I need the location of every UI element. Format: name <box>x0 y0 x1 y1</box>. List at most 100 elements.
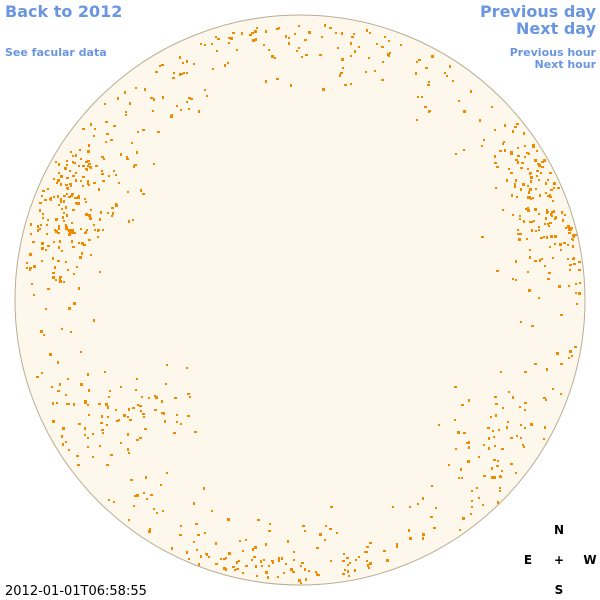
facula <box>59 240 61 243</box>
facula <box>47 188 49 190</box>
facula <box>547 179 549 181</box>
facula <box>350 83 352 85</box>
facula <box>316 547 319 549</box>
facula <box>85 168 88 170</box>
facula <box>125 114 127 116</box>
facula <box>75 202 77 204</box>
facula <box>500 371 502 373</box>
facula <box>340 72 343 74</box>
facula <box>454 386 457 388</box>
facula <box>58 204 60 206</box>
facula <box>57 260 60 262</box>
facula <box>71 229 74 231</box>
facula <box>134 164 137 166</box>
facula <box>510 153 513 155</box>
facula <box>494 396 497 398</box>
facula <box>358 46 360 48</box>
facula <box>298 579 301 582</box>
facula <box>515 159 518 161</box>
compass-west: W <box>583 553 596 567</box>
facula <box>308 570 310 572</box>
facula <box>368 567 370 569</box>
facula <box>142 413 145 415</box>
facula <box>223 567 226 570</box>
facula <box>30 233 32 235</box>
facula <box>551 211 553 214</box>
facula <box>196 549 198 551</box>
facula <box>126 156 128 158</box>
facula <box>510 151 513 153</box>
facula <box>215 36 217 38</box>
next-day-link[interactable]: Next day <box>516 19 597 38</box>
facula <box>578 292 581 295</box>
facula <box>43 334 45 336</box>
facula <box>37 225 39 228</box>
facula <box>39 202 42 204</box>
facula <box>234 569 236 571</box>
facula <box>64 167 67 170</box>
facula <box>490 416 492 418</box>
facula <box>58 225 60 228</box>
facula <box>68 230 71 232</box>
facula <box>471 490 473 492</box>
facula <box>106 424 108 426</box>
facula <box>493 459 496 461</box>
facula <box>123 414 126 417</box>
facular-data-link[interactable]: See facular data <box>5 46 107 59</box>
facula <box>521 162 524 164</box>
facula <box>186 551 188 554</box>
facula <box>198 563 200 566</box>
facula <box>550 235 553 238</box>
faculae <box>26 24 581 584</box>
facula <box>132 219 134 221</box>
facula <box>495 414 497 417</box>
facula <box>460 468 462 471</box>
facula <box>543 438 545 440</box>
previous-hour-link[interactable]: Previous hour <box>510 46 597 59</box>
previous-day-link[interactable]: Previous day <box>480 2 597 21</box>
facula <box>75 179 77 182</box>
facula <box>254 30 257 33</box>
facula <box>568 227 571 229</box>
facula <box>78 165 80 167</box>
next-hour-link[interactable]: Next hour <box>535 58 597 71</box>
facula <box>516 123 519 125</box>
facula <box>145 476 147 479</box>
facula <box>296 50 298 52</box>
facula <box>528 191 530 194</box>
facula <box>524 409 526 411</box>
facula <box>499 487 501 489</box>
facula <box>318 574 320 576</box>
facula <box>421 96 423 98</box>
facula <box>236 561 238 564</box>
facula <box>179 56 181 59</box>
facula <box>383 550 386 552</box>
facula <box>544 426 546 429</box>
facula <box>65 261 67 263</box>
facula <box>558 285 561 288</box>
facula <box>540 172 542 174</box>
facula <box>381 46 384 48</box>
facula <box>347 570 349 573</box>
facula <box>63 220 65 222</box>
facula <box>74 232 76 234</box>
facula <box>281 557 283 560</box>
facula <box>232 566 235 568</box>
facula <box>155 396 158 399</box>
facula <box>470 90 472 93</box>
facula <box>224 64 226 67</box>
facula <box>495 403 498 405</box>
facula <box>578 269 581 271</box>
back-link[interactable]: Back to 2012 <box>5 2 122 21</box>
facula <box>527 185 529 187</box>
facula <box>134 495 136 497</box>
facula <box>51 386 53 388</box>
facula <box>416 61 418 63</box>
facula <box>431 485 433 487</box>
facula <box>374 70 376 72</box>
facula <box>109 390 111 392</box>
facula <box>189 396 191 398</box>
facula <box>63 212 65 214</box>
facula <box>382 61 384 63</box>
